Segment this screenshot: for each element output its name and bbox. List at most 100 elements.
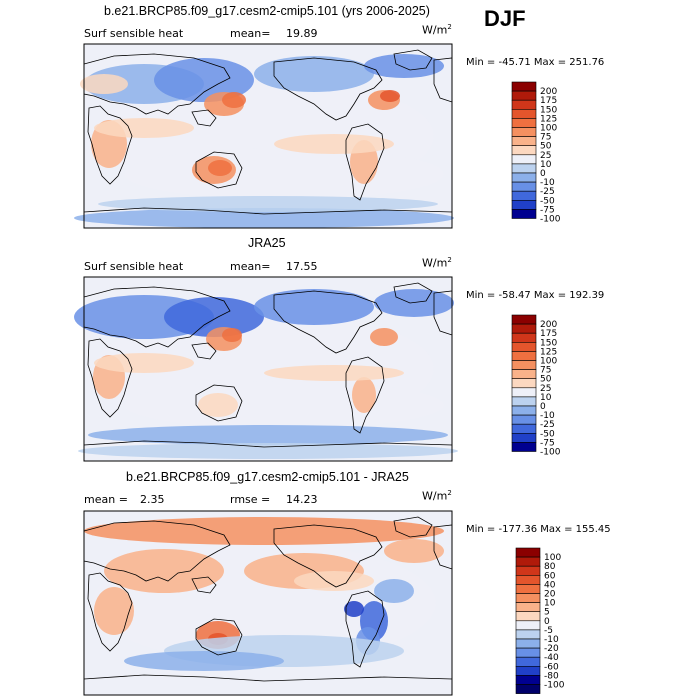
panel1-units: W/m2 — [422, 23, 452, 37]
panel1-mean-value: 19.89 — [286, 27, 318, 40]
coastline — [87, 338, 133, 418]
colorbar-box — [511, 108, 537, 119]
colorbar-label: 200 — [540, 320, 557, 330]
colorbar-box — [515, 574, 541, 585]
colorbar-label: 200 — [540, 87, 557, 97]
panel2-units: W/m2 — [422, 256, 452, 270]
field-contour — [380, 90, 400, 102]
colorbar-box — [511, 154, 537, 165]
field-contour — [352, 377, 376, 413]
map-frame — [83, 276, 453, 462]
coastline — [393, 516, 433, 538]
colorbar-label: 20 — [544, 590, 556, 600]
colorbar-label: -80 — [544, 671, 559, 681]
colorbar-box — [515, 584, 541, 594]
coastline — [433, 57, 453, 103]
colorbar-box — [511, 332, 537, 343]
colorbar-box — [511, 145, 537, 156]
colorbar-label: 25 — [540, 151, 551, 161]
colorbar-label: -10 — [544, 635, 559, 645]
colorbar-box — [511, 200, 537, 210]
colorbar-box — [515, 565, 541, 576]
colorbar-label: 10 — [540, 160, 552, 170]
map-frame — [83, 510, 453, 696]
panel1-min-max: Min = -45.71 Max = 251.76 — [466, 57, 605, 68]
season-label: DJF — [484, 6, 526, 31]
colorbar-box — [511, 136, 537, 146]
coastline — [393, 282, 433, 304]
colorbar-box — [511, 414, 537, 425]
colorbar-label: 0 — [540, 402, 546, 412]
field-contour — [374, 289, 454, 317]
map-frame — [83, 43, 453, 229]
colorbar-box — [511, 163, 537, 174]
colorbar-box — [515, 638, 541, 649]
colorbar-label: -50 — [540, 429, 555, 439]
coastline — [433, 290, 453, 336]
colorbar-label: 40 — [544, 580, 556, 590]
panel1-mean-label: mean= — [230, 27, 271, 40]
colorbar-label: 75 — [540, 133, 551, 143]
panel3-rmse-value: 14.23 — [286, 493, 318, 506]
panel3-min-max: Min = -177.36 Max = 155.45 — [466, 524, 611, 535]
panel1-map — [74, 43, 454, 229]
field-contour — [124, 651, 284, 671]
coastline — [191, 342, 217, 360]
panel3-units: W/m2 — [422, 489, 452, 503]
colorbar-box — [511, 172, 537, 183]
colorbar-label: 50 — [540, 375, 552, 385]
panel3-left-label: mean = — [84, 493, 128, 506]
colorbar-box — [511, 369, 537, 379]
colorbar-box — [511, 190, 537, 201]
colorbar-label: -5 — [544, 626, 553, 636]
coastline — [83, 286, 231, 348]
colorbar-box — [515, 629, 541, 640]
colorbar-label: -75 — [540, 205, 555, 215]
coastline — [273, 524, 383, 588]
colorbar-label: -40 — [544, 653, 559, 663]
panel2-left-label: Surf sensible heat — [84, 260, 184, 273]
colorbar-label: -75 — [540, 438, 555, 448]
field-contour — [222, 92, 246, 108]
panel2-mean-value: 17.55 — [286, 260, 318, 273]
field-contour — [124, 148, 444, 200]
coastline — [273, 290, 383, 354]
coastline — [195, 151, 243, 189]
coastline — [345, 123, 385, 201]
colorbar-box — [511, 442, 537, 452]
colorbar-label: 100 — [540, 124, 557, 134]
field-contour — [198, 393, 238, 417]
colorbar-label: 25 — [540, 384, 551, 394]
field-contour — [80, 74, 128, 94]
colorbar-label: -50 — [540, 196, 555, 206]
colorbar-label: 80 — [544, 562, 556, 572]
field-contour — [98, 196, 438, 212]
panel3-mean-value: 2.35 — [140, 493, 165, 506]
colorbar-label: -10 — [540, 178, 555, 188]
field-contour — [364, 54, 444, 78]
field-contour — [274, 134, 394, 154]
colorbar-label: 125 — [540, 347, 557, 357]
colorbar-label: 175 — [540, 329, 557, 339]
field-contour — [94, 353, 194, 373]
panel1-left-label: Surf sensible heat — [84, 27, 184, 40]
colorbar-label: 50 — [540, 142, 552, 152]
colorbar-box — [515, 547, 541, 558]
coastline — [195, 384, 243, 422]
colorbar-box — [511, 81, 537, 92]
colorbar-box — [511, 423, 537, 434]
colorbar-label: -25 — [540, 187, 555, 197]
colorbar-box — [515, 611, 541, 622]
colorbar-box — [511, 209, 537, 219]
field-contour — [222, 328, 242, 342]
colorbar-label: 175 — [540, 96, 557, 106]
colorbar-label: -20 — [544, 644, 559, 654]
field-contour — [124, 381, 444, 429]
field-contour — [374, 579, 414, 603]
colorbar-box — [511, 314, 537, 325]
panel2-map — [74, 276, 458, 462]
coastline — [83, 520, 231, 582]
colorbar-box — [511, 341, 537, 352]
colorbar-box — [515, 593, 541, 603]
